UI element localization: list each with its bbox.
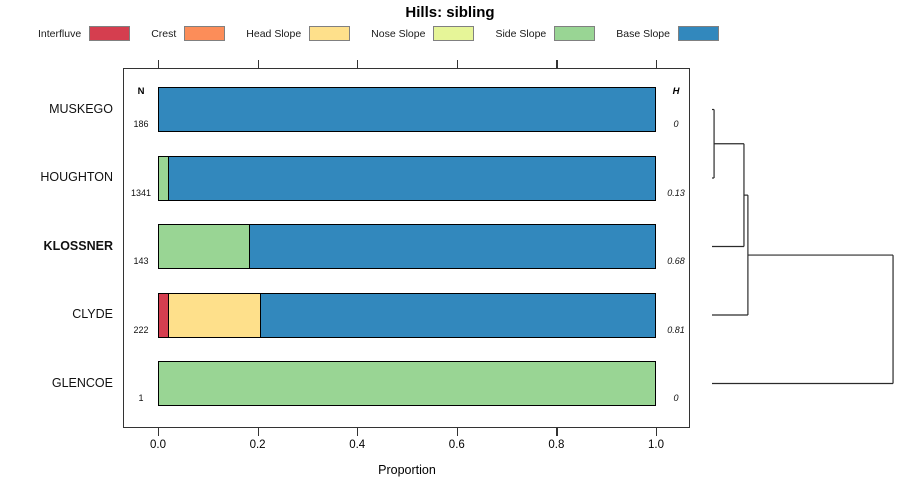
legend-item-label: Head Slope [246,27,302,40]
legend-item: Crest [151,26,226,41]
bar-segment [167,293,260,337]
row-label: GLENCOE [51,375,113,390]
legend-swatch [309,26,351,41]
bar-segment [159,225,250,268]
legend-item-label: Nose Slope [371,27,426,40]
n-value: 1 [138,393,144,403]
bar-row [158,224,656,269]
x-axis-tick [257,428,259,436]
legend-swatch [554,26,596,41]
dendrogram [712,108,894,385]
row-label: MUSKEGO [49,101,113,116]
bar-row [158,87,656,132]
x-axis-tick [357,428,359,436]
x-axis-title: Proportion [378,463,436,477]
x-axis-tick-label: 0.6 [448,439,465,451]
legend-item-label: Crest [151,27,177,40]
row-label: CLYDE [72,307,113,321]
h-value: 0.13 [667,187,685,198]
bar-segment [159,156,168,200]
x-axis-tick-top [357,60,359,68]
legend-swatch [184,26,226,41]
legend-swatch [677,26,719,41]
bar-segment [167,156,655,200]
n-value: 222 [133,324,149,335]
legend-item-label: Side Slope [495,27,547,40]
legend-item: Interfluve [38,26,131,41]
legend: Interfluve Crest Head Slope Nose Slope Side … [38,26,740,41]
x-axis-tick-label: 0.0 [150,439,166,451]
chart-title: Hills: sibling [405,4,495,21]
row-label: KLOSSNER [43,238,113,253]
x-axis-tick-top [456,60,458,68]
h-column-header: H [672,86,680,97]
x-axis-tick-label: 1.0 [648,439,664,451]
bar-segment [159,293,168,337]
x-axis-tick [158,428,160,436]
n-value: 186 [133,119,149,129]
x-axis-tick-top [158,60,160,68]
legend-item-label: Interfluve [38,27,82,40]
x-axis-tick-top [556,60,558,68]
bar-row [158,155,656,201]
n-value: 143 [133,256,149,266]
h-value: 0.81 [667,324,685,335]
x-axis-tick-top [656,60,658,68]
x-axis-tick-label: 0.4 [349,439,366,451]
legend-item: Head Slope [246,26,351,41]
x-axis-tick [556,428,558,436]
legend-item-label: Base Slope [616,27,670,40]
bar-segment [159,362,655,405]
x-axis-tick [456,428,458,436]
x-axis-tick-top [257,60,259,68]
bar-row [158,292,656,338]
bar-segment [159,88,655,131]
h-value: 0 [673,119,679,129]
h-value: 0.68 [667,256,685,266]
h-value: 0 [673,393,679,403]
bar-row [158,361,656,406]
x-axis-tick-label: 0.2 [249,439,266,451]
bar-segment [249,225,655,268]
row-label: HOUGHTON [40,170,113,184]
x-axis-tick [656,428,658,436]
legend-item: Nose Slope [371,26,475,41]
legend-item: Base Slope [616,26,719,41]
n-value: 1341 [130,187,152,198]
legend-swatch [433,26,475,41]
bar-segment [259,293,655,337]
n-column-header: N [137,86,145,97]
legend-item: Side Slope [495,26,596,41]
legend-swatch [89,26,131,41]
x-axis-tick-label: 0.8 [548,439,565,451]
